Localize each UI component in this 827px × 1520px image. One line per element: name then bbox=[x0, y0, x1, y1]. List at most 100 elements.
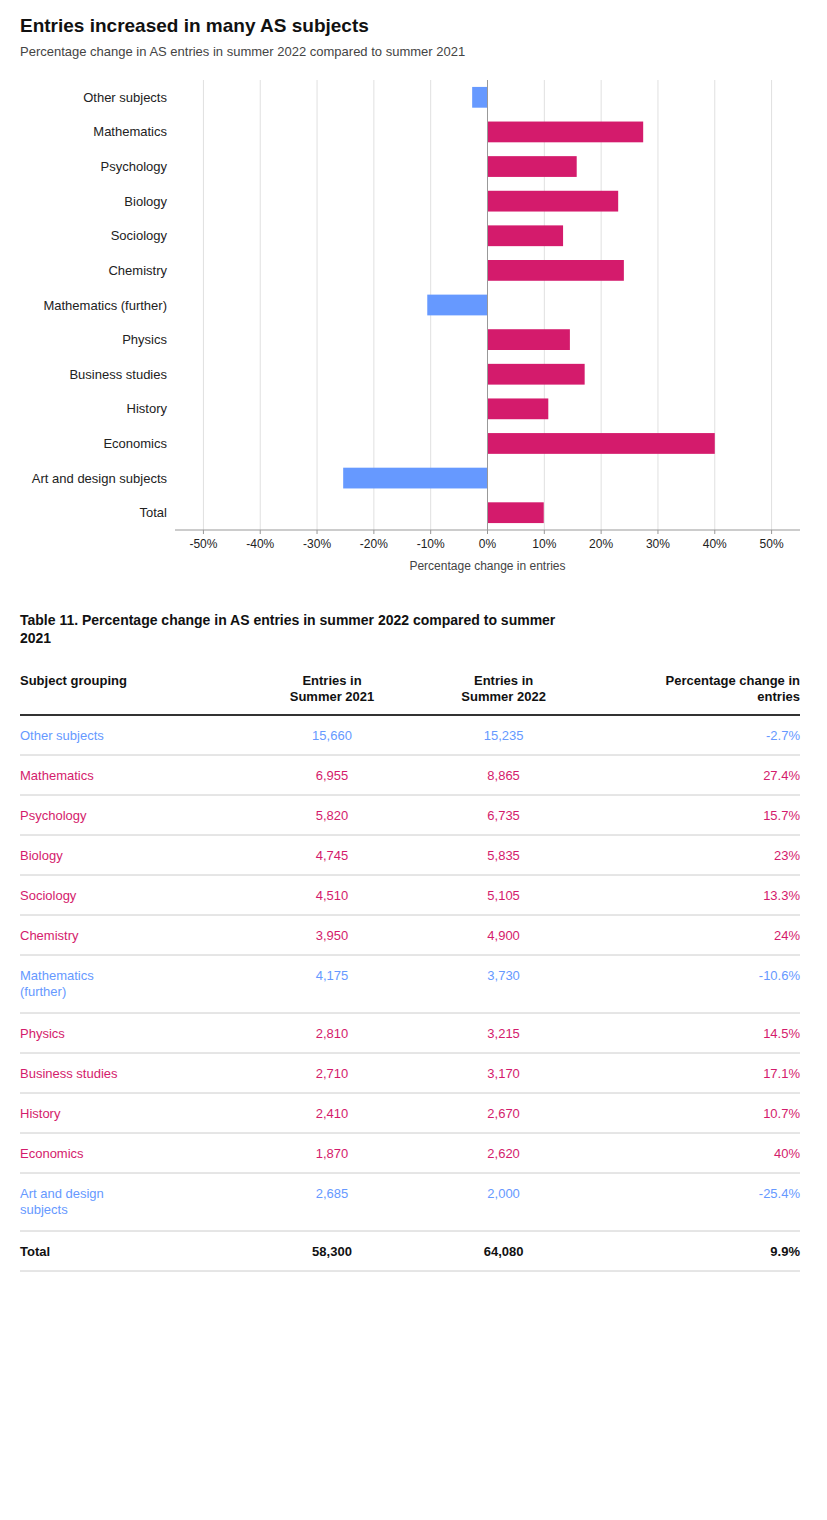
x-tick bbox=[544, 530, 545, 534]
x-tick bbox=[373, 530, 374, 534]
table-cell: 10.7% bbox=[763, 1106, 800, 1121]
zero-line bbox=[487, 80, 488, 530]
table-cell: 4,900 bbox=[487, 928, 520, 943]
bar bbox=[488, 260, 624, 281]
grid bbox=[203, 80, 771, 530]
category-label: History bbox=[127, 401, 168, 416]
grid-line bbox=[487, 80, 488, 530]
bar bbox=[343, 468, 487, 489]
x-tick-label: -30% bbox=[303, 537, 331, 551]
row-rule bbox=[20, 755, 800, 756]
x-tick bbox=[714, 530, 715, 534]
x-tick bbox=[203, 530, 204, 534]
x-tick bbox=[601, 530, 602, 534]
table-cell: 2,685 bbox=[316, 1186, 349, 1201]
table-cell: Economics bbox=[20, 1146, 84, 1161]
table-cell: 4,510 bbox=[316, 888, 349, 903]
bar bbox=[488, 364, 585, 385]
table-cell: 3,950 bbox=[316, 928, 349, 943]
x-tick-label: 20% bbox=[589, 537, 613, 551]
grid-line bbox=[373, 80, 374, 530]
table-cell: 3,730 bbox=[487, 968, 520, 983]
x-tick bbox=[771, 530, 772, 534]
table-header: Subject grouping bbox=[20, 673, 127, 688]
table-cell: 15,660 bbox=[312, 728, 352, 743]
table-cell: 4,745 bbox=[316, 848, 349, 863]
category-label: Business studies bbox=[69, 367, 167, 382]
background bbox=[0, 0, 827, 1520]
grid-line bbox=[657, 80, 658, 530]
table-cell: 9.9% bbox=[770, 1244, 800, 1259]
table-cell: 23% bbox=[774, 848, 800, 863]
table-cell: -2.7% bbox=[766, 728, 800, 743]
grid-line bbox=[771, 80, 772, 530]
x-tick-label: -10% bbox=[417, 537, 445, 551]
row-rule bbox=[20, 1271, 800, 1272]
row-rule bbox=[20, 915, 800, 916]
table-cell: Mathematics bbox=[20, 768, 94, 783]
header-rule bbox=[20, 714, 800, 716]
table-cell: 40% bbox=[774, 1146, 800, 1161]
table-cell: 17.1% bbox=[763, 1066, 800, 1081]
table-cell: 15.7% bbox=[763, 808, 800, 823]
grid-line bbox=[714, 80, 715, 530]
bar bbox=[472, 87, 487, 108]
bar bbox=[488, 502, 544, 523]
table-cell: Sociology bbox=[20, 888, 77, 903]
row-rule bbox=[20, 1093, 800, 1094]
row-rule bbox=[20, 955, 800, 956]
bar bbox=[488, 398, 549, 419]
x-tick-label: 10% bbox=[532, 537, 556, 551]
grid-line bbox=[601, 80, 602, 530]
category-label: Other subjects bbox=[83, 90, 167, 105]
table-cell: Psychology bbox=[20, 808, 87, 823]
chart-subtitle: Percentage change in AS entries in summe… bbox=[20, 44, 465, 59]
table-header: Entries inSummer 2022 bbox=[461, 673, 546, 704]
table-cell: 64,080 bbox=[484, 1244, 524, 1259]
category-label: Total bbox=[140, 505, 168, 520]
grid-line bbox=[203, 80, 204, 530]
table-cell: 5,835 bbox=[487, 848, 520, 863]
row-rule bbox=[20, 1013, 800, 1014]
x-tick bbox=[657, 530, 658, 534]
grid-line bbox=[544, 80, 545, 530]
figure: Entries increased in many AS subjectsPer… bbox=[0, 0, 827, 1520]
table-cell: 2,710 bbox=[316, 1066, 349, 1081]
table-cell: 6,735 bbox=[487, 808, 520, 823]
bar bbox=[427, 295, 487, 316]
x-tick bbox=[317, 530, 318, 534]
x-tick bbox=[487, 530, 488, 534]
x-tick-label: -20% bbox=[360, 537, 388, 551]
table-cell: 58,300 bbox=[312, 1244, 352, 1259]
category-label: Mathematics (further) bbox=[43, 298, 167, 313]
category-label: Chemistry bbox=[108, 263, 167, 278]
table-cell: 14.5% bbox=[763, 1026, 800, 1041]
table-cell: 3,170 bbox=[487, 1066, 520, 1081]
category-label: Psychology bbox=[101, 159, 168, 174]
table-cell: 8,865 bbox=[487, 768, 520, 783]
x-tick-label: 40% bbox=[703, 537, 727, 551]
x-tick bbox=[430, 530, 431, 534]
table-cell: 2,670 bbox=[487, 1106, 520, 1121]
table-cell: 2,410 bbox=[316, 1106, 349, 1121]
category-label: Physics bbox=[122, 332, 167, 347]
table-cell: 2,620 bbox=[487, 1146, 520, 1161]
table-cell: 13.3% bbox=[763, 888, 800, 903]
bar bbox=[488, 433, 715, 454]
x-tick-label: -50% bbox=[189, 537, 217, 551]
x-tick-label: 0% bbox=[479, 537, 497, 551]
table-cell: 5,105 bbox=[487, 888, 520, 903]
x-tick bbox=[260, 530, 261, 534]
category-label: Art and design subjects bbox=[32, 471, 168, 486]
category-label: Sociology bbox=[111, 228, 168, 243]
table-cell: 4,175 bbox=[316, 968, 349, 983]
table-cell: Biology bbox=[20, 848, 63, 863]
row-rule bbox=[20, 875, 800, 876]
table-cell: Chemistry bbox=[20, 928, 79, 943]
table-header: Percentage change inentries bbox=[666, 673, 800, 704]
table-cell: 2,000 bbox=[487, 1186, 520, 1201]
table-title: Table 11. Percentage change in AS entrie… bbox=[20, 612, 556, 646]
table-cell: Physics bbox=[20, 1026, 65, 1041]
row-rule bbox=[20, 1053, 800, 1054]
bar bbox=[488, 191, 619, 212]
